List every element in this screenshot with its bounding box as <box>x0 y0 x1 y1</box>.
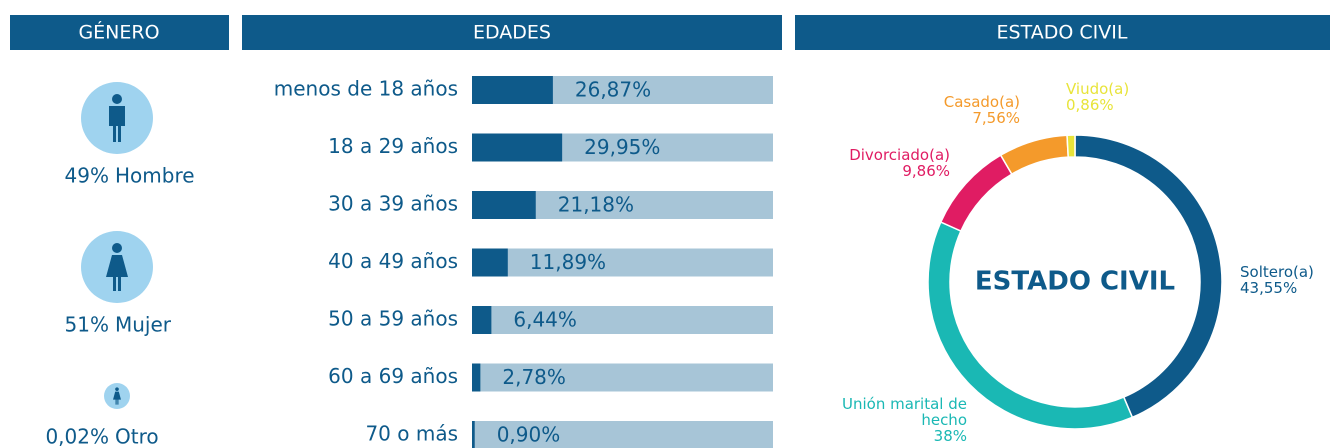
value-label: 0,86% <box>1066 96 1114 114</box>
bar <box>472 421 475 448</box>
slice-label: Casado(a) 7,56% <box>920 94 1020 126</box>
category-label: Mujer <box>115 313 172 337</box>
panel-title: ESTADO CIVIL <box>997 22 1128 44</box>
bar <box>472 133 563 162</box>
panel-title: GÉNERO <box>78 21 159 44</box>
category-label: 50 a 59 años <box>328 307 458 331</box>
bar-track <box>472 421 773 448</box>
category-label: Unión marital de hecho <box>841 395 967 429</box>
donut-segment <box>999 134 1070 176</box>
slice-label: Soltero(a) 43,55% <box>1240 264 1314 296</box>
header-bar <box>10 15 229 50</box>
body <box>113 391 121 405</box>
bar-track <box>472 306 773 334</box>
value-label: 9,86% <box>902 162 950 180</box>
value-label: 51% <box>65 313 109 337</box>
bar-track <box>472 248 773 277</box>
person-icon <box>109 94 125 142</box>
category-label: Otro <box>115 425 159 448</box>
value-label: 7,56% <box>972 109 1020 127</box>
value-label: 26,87% <box>575 78 651 102</box>
value-label: 11,89% <box>530 250 606 274</box>
slice-label: Viudo(a) 0,86% <box>1066 81 1129 113</box>
value-label: 29,95% <box>584 135 660 159</box>
person-icon <box>106 243 128 291</box>
value-label: 2,78% <box>502 365 566 389</box>
body <box>109 106 125 142</box>
category-label: 30 a 39 años <box>328 192 458 216</box>
center-label: ESTADO CIVIL <box>975 267 1175 297</box>
bar <box>472 76 553 104</box>
category-label: Casado(a) <box>943 93 1020 111</box>
value-label: 49% <box>65 164 109 188</box>
category-label: 70 o más <box>365 422 458 446</box>
slice-label: Divorciado(a) 9,86% <box>820 147 950 179</box>
header-bar <box>795 15 1330 50</box>
head <box>115 387 119 391</box>
category-label: Divorciado(a) <box>849 146 950 164</box>
category-label: Viudo(a) <box>1066 80 1130 98</box>
category-label: 40 a 49 años <box>328 249 458 273</box>
donut-segment <box>1066 134 1076 158</box>
body <box>106 255 128 291</box>
category-label: Hombre <box>115 164 195 188</box>
slice-label: Unión marital de hecho 38% <box>817 396 967 444</box>
category-label: 60 a 69 años <box>328 364 458 388</box>
panel-title: EDADES <box>473 22 551 44</box>
person-icon <box>113 387 121 405</box>
category-label: 18 a 29 años <box>328 134 458 158</box>
category-label: menos de 18 años <box>274 77 458 101</box>
head <box>112 243 122 253</box>
value-label: 43,55% <box>1240 279 1298 297</box>
bar-track <box>472 363 773 392</box>
bar <box>472 191 536 219</box>
bar <box>472 306 492 334</box>
category-label: Soltero(a) <box>1240 263 1314 281</box>
bar <box>472 248 508 277</box>
bar <box>472 363 481 392</box>
donut-segment <box>939 154 1013 232</box>
value-label: 21,18% <box>558 193 634 217</box>
header-bar <box>242 15 782 50</box>
value-label: 38% <box>933 427 967 445</box>
value-label: 0,02% <box>45 425 109 448</box>
value-label: 0,90% <box>497 423 561 447</box>
value-label: 6,44% <box>513 308 577 332</box>
head <box>112 94 122 104</box>
